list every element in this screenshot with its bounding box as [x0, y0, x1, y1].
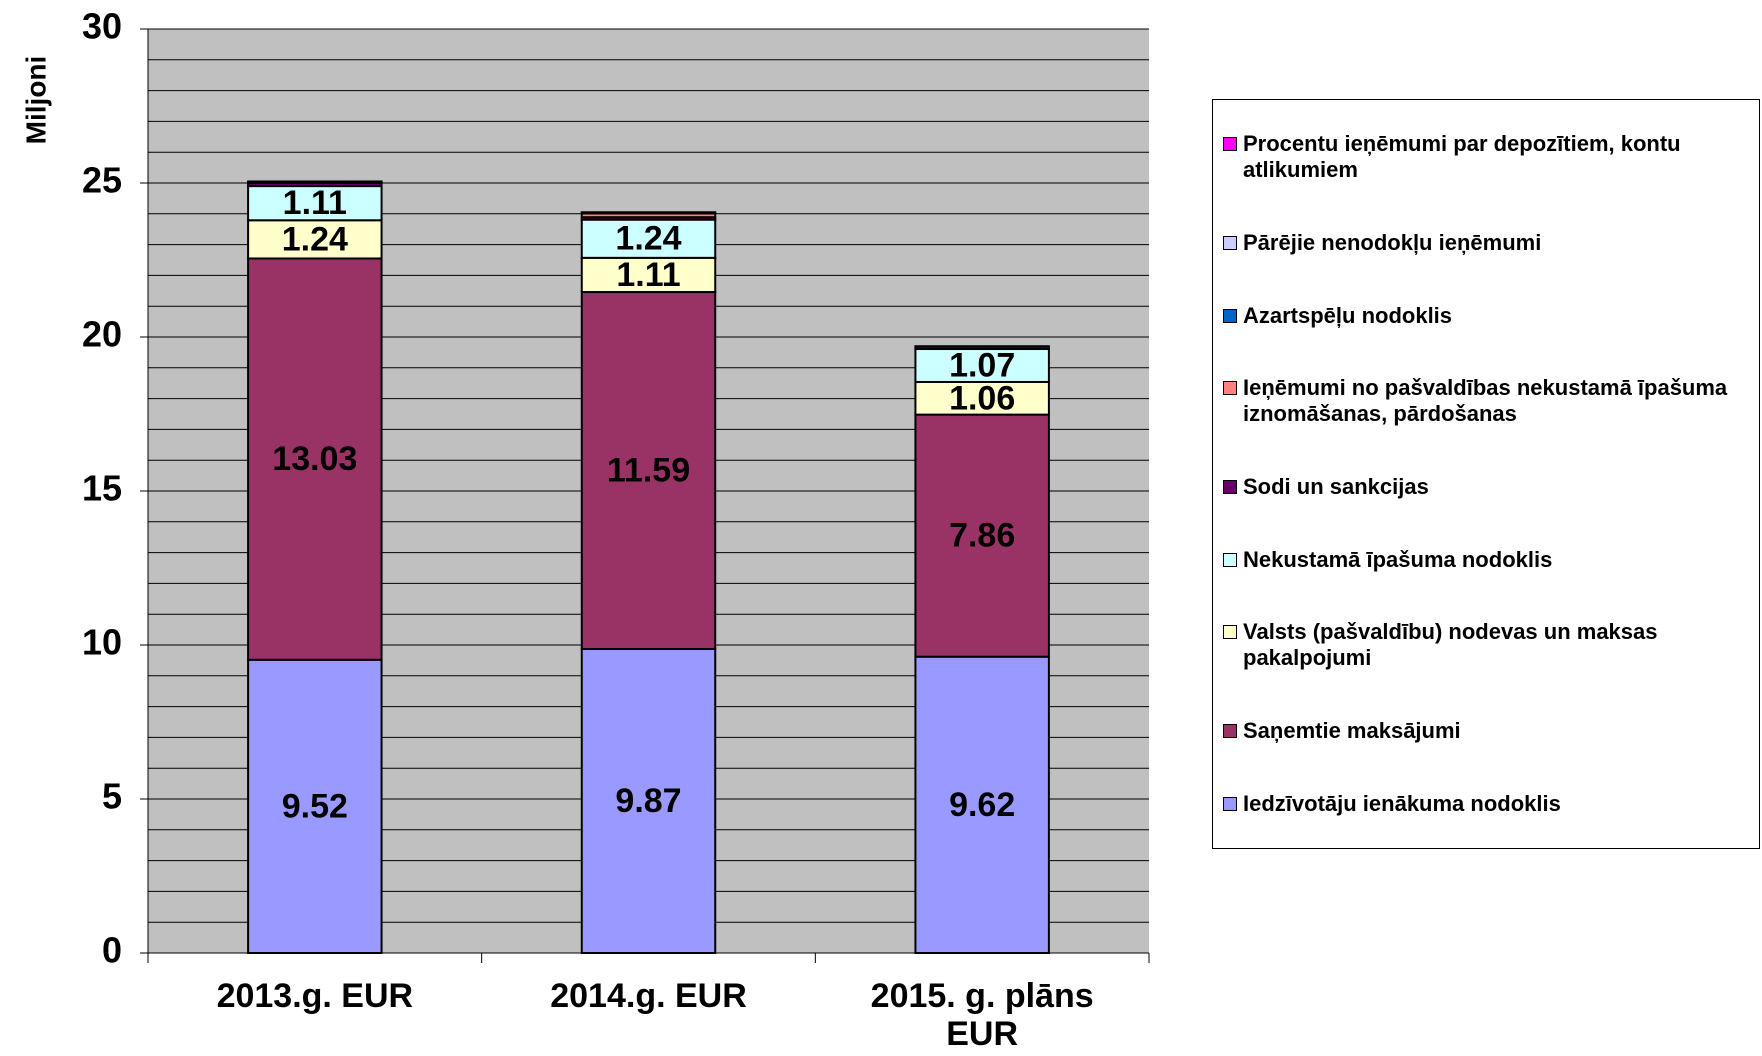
- data-label: 9.87: [615, 782, 681, 820]
- bar-segment: [247, 219, 383, 260]
- bar-segment: [914, 413, 1050, 658]
- bar-segment: [247, 180, 383, 184]
- data-label: 1.11: [616, 256, 680, 294]
- legend-item: Azartspēļu nodoklis: [1223, 303, 1749, 329]
- legend-label: Sodi un sankcijas: [1243, 473, 1429, 499]
- data-label: 1.07: [949, 346, 1015, 384]
- bar-segment: [580, 211, 717, 215]
- y-tick-label: 0: [102, 930, 122, 971]
- legend-swatch: [1223, 137, 1237, 152]
- legend: Procentu ieņēmumi par depozītiem, kontu …: [1212, 99, 1760, 849]
- legend-swatch: [1223, 381, 1237, 396]
- bar-segment: [580, 648, 717, 955]
- bar-segment: [914, 655, 1050, 954]
- legend-swatch: [1223, 235, 1237, 250]
- bar-segment: [247, 658, 383, 954]
- legend-label: Saņemtie maksājumi: [1243, 717, 1461, 743]
- y-tick-label: 30: [82, 6, 122, 47]
- data-label: 1.24: [282, 220, 348, 258]
- y-tick-label: 25: [82, 160, 122, 201]
- data-label: 1.11: [283, 184, 347, 222]
- data-label: 13.03: [272, 440, 357, 478]
- y-tick-label: 20: [82, 314, 122, 355]
- legend-item: Nekustamā īpašuma nodoklis: [1223, 547, 1749, 573]
- data-label: 1.06: [949, 379, 1015, 417]
- legend-label: Iedzīvotāju ienākuma nodoklis: [1243, 790, 1561, 816]
- legend-label: Ieņēmumi no pašvaldības nekustamā īpašum…: [1243, 375, 1728, 427]
- legend-swatch: [1223, 625, 1237, 640]
- y-tick-label: 15: [82, 468, 122, 509]
- bar-segment: [914, 348, 1050, 383]
- legend-item: Iedzīvotāju ienākuma nodoklis: [1223, 791, 1749, 817]
- data-label: 7.86: [949, 517, 1015, 555]
- legend-label: Valsts (pašvaldību) nodevas un maksas pa…: [1243, 619, 1658, 671]
- legend-swatch: [1223, 723, 1237, 738]
- legend-swatch: [1223, 796, 1237, 811]
- x-tick-label: 2014.g. EUR: [550, 977, 747, 1015]
- bar-segment: [580, 256, 717, 294]
- legend-item: Saņemtie maksājumi: [1223, 718, 1749, 744]
- data-label: 11.59: [607, 452, 690, 490]
- y-tick-label: 5: [102, 776, 122, 817]
- x-tick-label: 2013.g. EUR: [216, 977, 414, 1015]
- legend-label: Nekustamā īpašuma nodoklis: [1243, 546, 1553, 572]
- bar-segment: [914, 380, 1050, 416]
- bar-segment: [247, 185, 383, 222]
- legend-swatch: [1223, 308, 1237, 323]
- legend-item: Pārējie nenodokļu ieņēmumi: [1223, 230, 1749, 256]
- legend-item: Ieņēmumi no pašvaldības nekustamā īpašum…: [1223, 375, 1749, 427]
- y-axis-label: Miljoni: [20, 56, 51, 145]
- legend-swatch: [1223, 479, 1237, 494]
- x-tick-label: 2015. g. plāns EUR: [870, 977, 1094, 1053]
- bar-segment: [580, 218, 717, 259]
- legend-label: Pārējie nenodokļu ieņēmumi: [1243, 229, 1542, 255]
- legend-label: Azartspēļu nodoklis: [1243, 302, 1453, 328]
- legend-item: Sodi un sankcijas: [1223, 474, 1749, 500]
- data-label: 9.62: [949, 786, 1015, 824]
- legend-swatch: [1223, 552, 1237, 567]
- legend-item: Valsts (pašvaldību) nodevas un maksas pa…: [1223, 619, 1749, 671]
- data-label: 1.24: [615, 220, 681, 258]
- bar-segment: [247, 257, 383, 661]
- legend-label: Procentu ieņēmumi par depozītiem, kontu …: [1243, 131, 1681, 183]
- legend-item: Procentu ieņēmumi par depozītiem, kontu …: [1223, 131, 1749, 183]
- bar-segment: [580, 291, 717, 651]
- data-label: 9.52: [282, 787, 348, 825]
- y-tick-label: 10: [82, 622, 122, 663]
